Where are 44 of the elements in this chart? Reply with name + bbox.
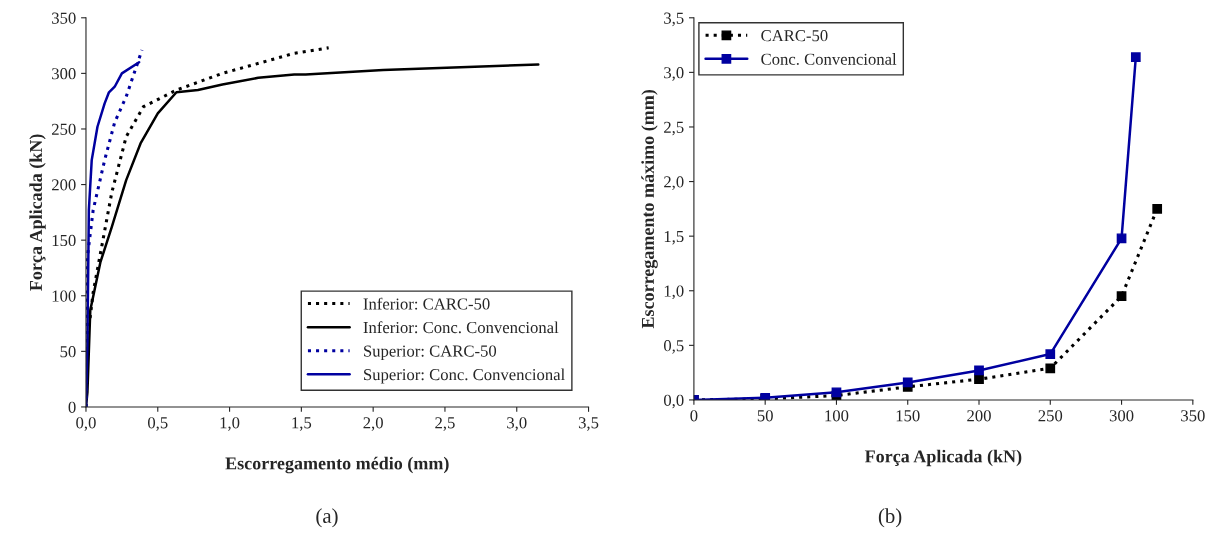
text: (b) — [878, 508, 902, 528]
x-tick-label: 0 — [690, 410, 698, 422]
legend-label: Superior: Conc. Convencional — [364, 368, 565, 384]
x-tick-label: 0,0 — [76, 417, 96, 431]
y-tick-label: 250 — [51, 123, 76, 135]
y-tick-label: 2,0 — [664, 176, 684, 190]
legend-label: Inferior: CARC-50 — [363, 297, 490, 310]
y-tick-label: 0,5 — [663, 340, 684, 354]
legend-label: CARC-50 — [761, 30, 828, 42]
x-tick-label: 3,0 — [507, 417, 527, 431]
x-tick-label: 50 — [757, 410, 773, 422]
x-tick-label: 250 — [1038, 410, 1063, 422]
y-tick-label: 3,0 — [664, 67, 684, 81]
x-tick-label: 150 — [896, 410, 920, 422]
x-tick-label: 2,5 — [435, 417, 455, 431]
y-tick-label: 1,5 — [664, 230, 684, 245]
legend-label: Inferior: Conc. Convencional — [363, 321, 559, 334]
legend-label: Conc. Convencional — [761, 53, 897, 65]
y-tick-label: 2,5 — [664, 121, 684, 136]
y-tick-label: 200 — [51, 179, 76, 191]
text: (a) — [316, 508, 338, 528]
x-tick-label: 1,5 — [292, 417, 312, 431]
y-tick-label: 0 — [68, 401, 76, 413]
x-tick-label: 3,5 — [578, 417, 599, 431]
y-tick-label: 1,0 — [664, 285, 684, 300]
y-tick-label: 350 — [52, 12, 76, 24]
y-axis-title: Escorregamento máximo (mm) — [641, 89, 658, 329]
x-tick-label: 300 — [1109, 410, 1134, 422]
y-tick-label: 3,5 — [664, 12, 684, 27]
x-axis-title: Força Aplicada (kN) — [864, 449, 1022, 467]
x-tick-label: 2,0 — [363, 417, 383, 431]
x-tick-label: 1,0 — [220, 417, 240, 431]
x-axis-title: Escorregamento médio (mm) — [225, 456, 449, 474]
y-tick-label: 300 — [52, 68, 76, 80]
y-tick-label: 100 — [52, 290, 76, 302]
x-tick-label: 200 — [967, 410, 991, 422]
x-tick-label: 350 — [1181, 410, 1205, 422]
y-tick-label: 0,0 — [663, 394, 684, 409]
x-tick-label: 0,5 — [147, 417, 168, 431]
y-axis-title: Força Aplicada (kN) — [29, 134, 46, 291]
y-tick-label: 50 — [60, 346, 76, 358]
legend-label: Superior: CARC-50 — [364, 345, 497, 361]
x-tick-label: 100 — [825, 410, 849, 422]
y-tick-label: 150 — [52, 234, 76, 247]
